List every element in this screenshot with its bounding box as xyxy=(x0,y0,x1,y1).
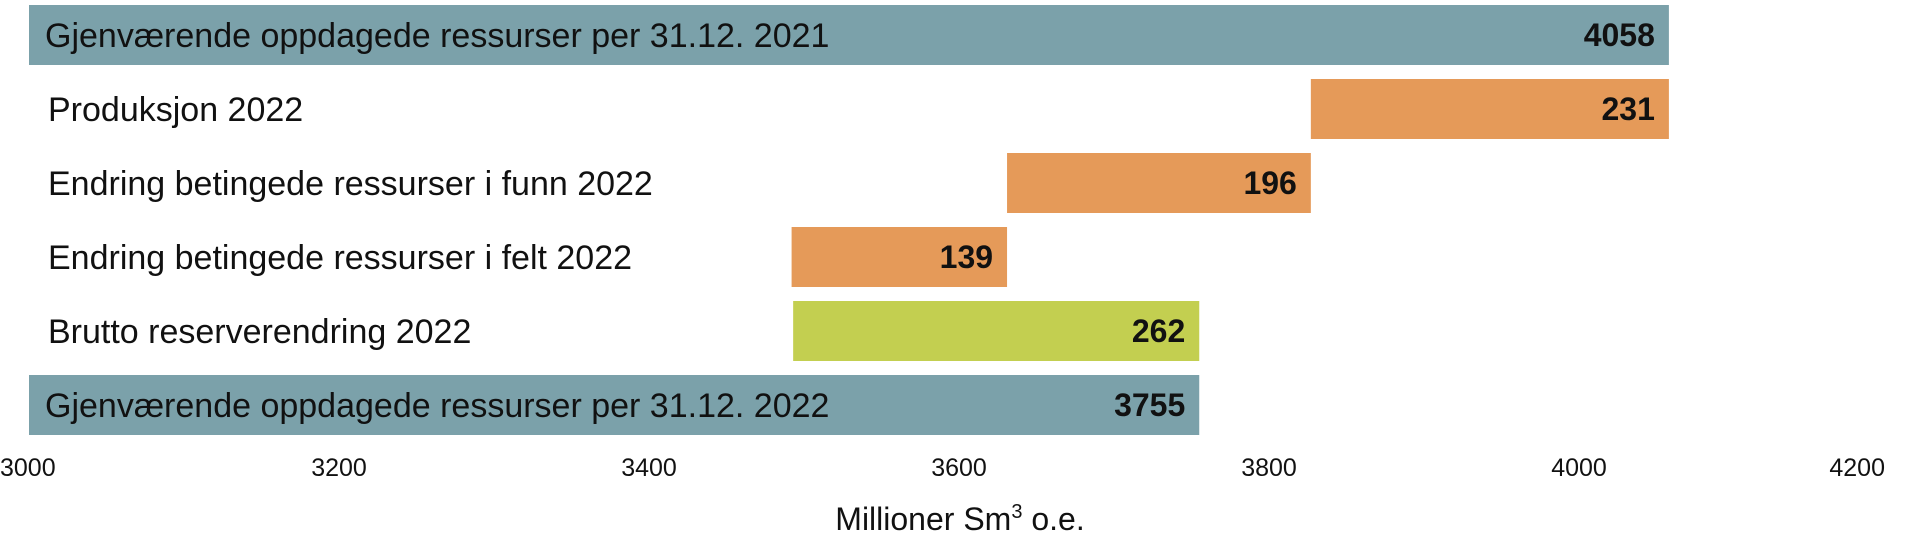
bar-2 xyxy=(1310,79,1669,139)
x-tick-label-3400: 3400 xyxy=(621,454,677,482)
value-label-6: 3755 xyxy=(1114,387,1185,423)
x-tick-label-4200: 4200 xyxy=(1829,454,1885,482)
category-label-3: Endring betingede ressurser i funn 2022 xyxy=(48,165,653,203)
bar-3 xyxy=(1007,153,1311,213)
x-tick-label-3600: 3600 xyxy=(931,454,987,482)
bar-4 xyxy=(791,227,1008,287)
x-axis-ticks: 3000 3200 3400 3600 3800 4000 4200 xyxy=(0,454,1885,482)
category-label-2: Produksjon 2022 xyxy=(48,91,303,129)
x-tick-label-4000: 4000 xyxy=(1551,454,1607,482)
category-label-1: Gjenværende oppdagede ressurser per 31.1… xyxy=(45,17,829,55)
value-label-2: 231 xyxy=(1602,91,1655,127)
bar-1 xyxy=(29,5,1669,65)
category-label-5: Brutto reserverendring 2022 xyxy=(48,313,471,351)
bars-layer xyxy=(29,5,1669,435)
category-label-4: Endring betingede ressurser i felt 2022 xyxy=(48,239,632,277)
value-label-4: 139 xyxy=(940,239,993,275)
x-tick-label-3800: 3800 xyxy=(1241,454,1297,482)
bar-5 xyxy=(793,301,1200,361)
bar-6 xyxy=(29,375,1200,435)
value-label-3: 196 xyxy=(1243,165,1296,201)
category-labels: Gjenværende oppdagede ressurser per 31.1… xyxy=(45,17,829,425)
value-labels: 4058 231 196 139 262 3755 xyxy=(940,17,1655,423)
x-tick-label-3000: 3000 xyxy=(0,454,56,482)
x-axis-title: Millioner Sm3 o.e. xyxy=(835,501,1084,537)
category-label-6: Gjenværende oppdagede ressurser per 31.1… xyxy=(45,387,829,425)
x-tick-label-3200: 3200 xyxy=(311,454,367,482)
value-label-5: 262 xyxy=(1132,313,1185,349)
value-label-1: 4058 xyxy=(1584,17,1655,53)
